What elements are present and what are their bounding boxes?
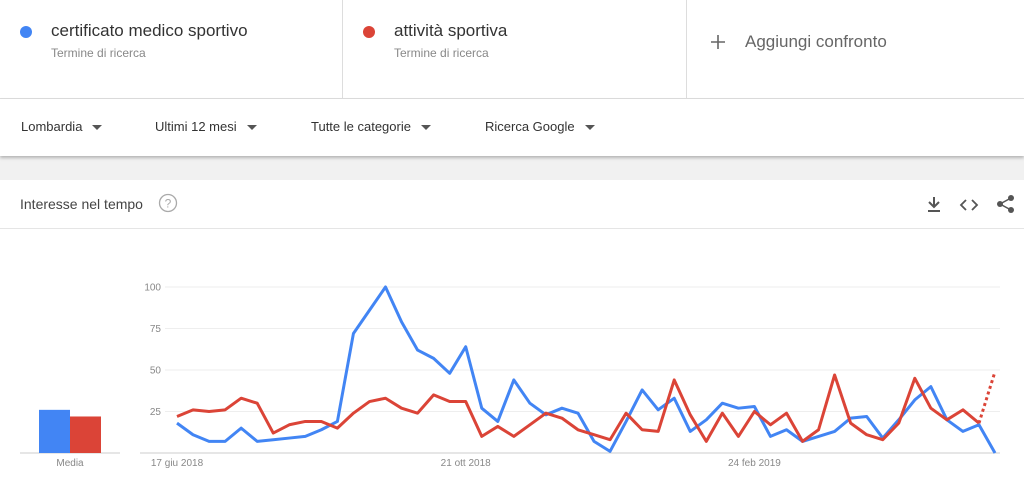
download-icon[interactable]: [925, 196, 943, 214]
panel-title: Interesse nel tempo: [20, 196, 143, 212]
header: certificato medico sportivo Termine di r…: [0, 0, 1024, 99]
filter[interactable]: Ricerca Google: [485, 119, 595, 134]
divider: [0, 228, 1024, 229]
term-dot: [363, 26, 375, 38]
term-name: attività sportiva: [394, 21, 508, 40]
share-icon[interactable]: [996, 194, 1016, 214]
filter[interactable]: Ultimi 12 mesi: [155, 119, 257, 134]
x-tick-label: 21 ott 2018: [441, 458, 491, 469]
term-subtitle: Termine di ricerca: [51, 46, 146, 60]
panel: Interesse nel tempo ?: [0, 180, 1024, 489]
embed-icon[interactable]: [959, 196, 979, 214]
partial-segment: [977, 371, 997, 424]
y-tick-label: 25: [150, 407, 162, 418]
term-card[interactable]: certificato medico sportivo Termine di r…: [0, 0, 343, 98]
y-tick-label: 100: [144, 283, 161, 294]
average-label: Media: [56, 458, 84, 469]
filter[interactable]: Tutte le categorie: [311, 119, 431, 134]
series-line: [176, 373, 980, 443]
series-line: [176, 285, 997, 454]
filter[interactable]: Lombardia: [21, 119, 102, 134]
average-bar: [39, 409, 70, 453]
y-tick-label: 75: [150, 324, 162, 335]
x-tick-label: 24 feb 2019: [728, 458, 781, 469]
add-compare[interactable]: Aggiungi confronto: [745, 32, 887, 51]
term-subtitle: Termine di ricerca: [394, 46, 489, 60]
help-icon[interactable]: ?: [158, 193, 178, 213]
average-bar: [70, 416, 101, 453]
y-tick-label: 50: [150, 366, 162, 377]
svg-text:?: ?: [165, 197, 172, 211]
term-dot: [20, 26, 32, 38]
term-name: certificato medico sportivo: [51, 21, 248, 40]
plus-icon: [711, 35, 725, 49]
filter-bar: Lombardia Ultimi 12 mesi Tutte le catego…: [0, 99, 1024, 156]
term-card[interactable]: attività sportiva Termine di ricerca: [343, 0, 687, 98]
x-tick-label: 17 giu 2018: [151, 458, 204, 469]
